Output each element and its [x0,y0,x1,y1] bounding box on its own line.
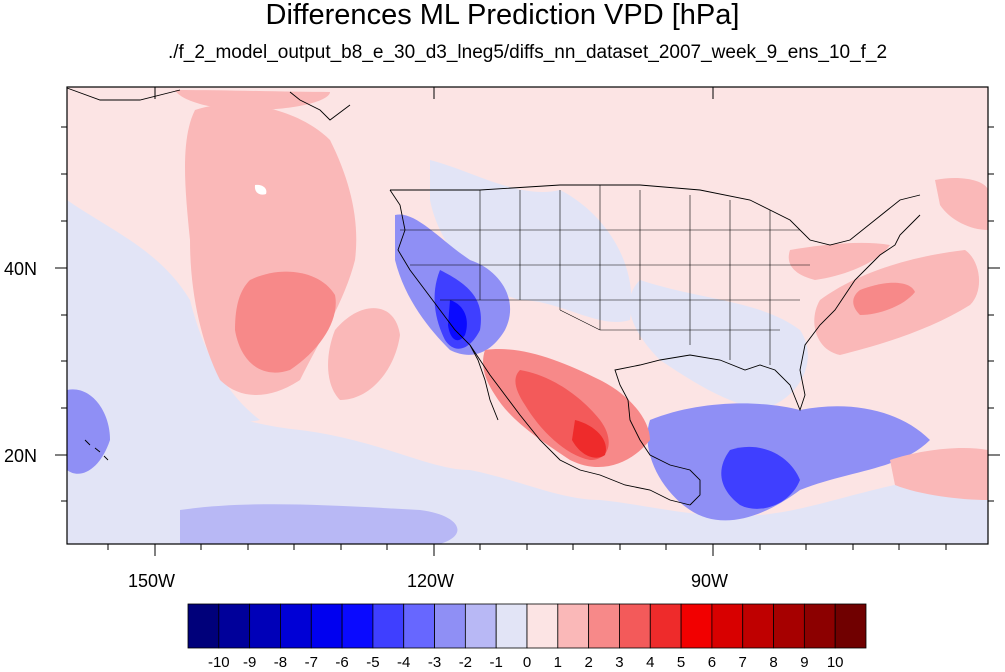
colorbar-box [711,603,744,649]
colorbar-label: 6 [707,654,717,671]
vpd-difference-field [67,87,988,544]
colorbar-box [403,603,435,649]
colorbar-box [834,603,867,649]
lon-label-150w: 150W [128,571,176,591]
colorbar-box [464,603,497,649]
colorbar-box [742,603,774,649]
colorbar-box [680,603,713,649]
colorbar-box [803,603,836,649]
zero-region-gap [254,184,267,195]
colorbar-label: 7 [738,654,747,671]
colorbar-label: 10 [826,654,844,671]
lat-label-40n: 40N [4,259,38,279]
colorbar-box [557,603,590,649]
red-anomaly-north-pacific [175,90,330,110]
chart-title: Differences ML Prediction VPD [hPa] [265,0,740,31]
colorbar-label: -7 [304,654,318,671]
colorbar-label: 9 [800,654,809,671]
blue-anomaly-west-edge [67,389,110,474]
pale-blue-region-northeast [629,280,808,410]
colorbar-label: -1 [489,654,503,671]
red-anomaly-mexico-center [572,420,606,458]
colorbar-box [280,603,312,649]
blue-anomaly-southwest-center [448,300,467,341]
red-anomaly-northeast [788,242,890,280]
colorbar-label: 5 [676,654,686,671]
blue-anomaly-caribbean [647,403,930,521]
map-panel [55,86,1000,556]
colorbar-box [495,603,528,649]
red-anomaly-south-atlantic [890,448,988,500]
blue-anomaly-caribbean-core [721,446,800,509]
colorbar-box [434,603,466,649]
colorbar-box [249,603,281,649]
lon-label-90w: 90W [691,571,729,591]
chart-subtitle: ./f_2_model_output_b8_e_30_d3_lneg5/diff… [167,42,888,63]
colorbar-boxes [187,603,867,649]
colorbar-box [588,603,620,649]
lon-label-120w: 120W [407,571,455,591]
colorbar-label: -5 [366,654,380,671]
colorbar-label: -2 [458,654,473,671]
y-ticks [55,126,1000,502]
pale-blue-region-gulf [430,160,632,323]
colorbar-label: 2 [584,654,593,671]
colorbar-label: 3 [615,654,624,671]
colorbar-label: 0 [522,654,532,671]
blue-anomaly-pacific-south [180,504,458,544]
colorbar-label: 1 [553,654,562,671]
colorbar-box [619,603,651,649]
x-ticks [107,87,947,556]
red-anomaly-pacific-mid [328,308,400,400]
colorbar-box [649,603,682,649]
red-anomaly-pacific-core [235,271,336,373]
colorbar-box [187,603,220,649]
colorbar-label: -6 [335,654,349,671]
colorbar-label: 4 [646,654,655,671]
state-borders [400,185,810,365]
colorbar-box [526,603,559,649]
colorbar-box [218,603,251,649]
colorbar-label: -8 [273,654,288,671]
red-anomaly-atlantic-core [853,282,915,315]
pale-blue-region-west [67,200,260,422]
colorbar-label: -9 [242,654,257,671]
colorbar-label: -4 [397,654,411,671]
red-anomaly-east-atlantic [935,178,988,230]
pale-blue-region-south [67,360,988,544]
lat-label-20n: 20N [4,446,38,466]
colorbar-box [341,603,374,649]
colorbar-box [310,603,343,649]
colorbar-label: -10 [207,654,230,671]
colorbar-box [773,603,805,649]
coastlines [66,87,921,506]
colorbar-label: -3 [427,654,442,671]
colorbar-box [372,603,405,649]
colorbar-label: 8 [769,654,778,671]
